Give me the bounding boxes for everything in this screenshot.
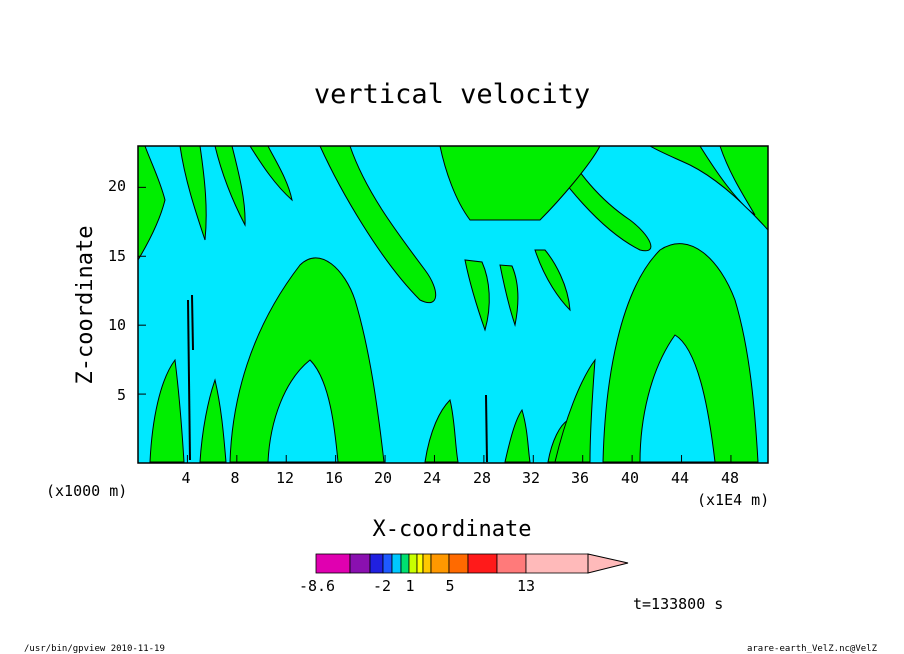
colorbar-segment (408, 553, 418, 574)
y-tick-label: 15 (108, 247, 126, 265)
colorbar-segment (400, 553, 410, 574)
x-tick-label: 32 (522, 469, 540, 487)
colorbar-label: -8.6 (299, 577, 335, 595)
colorbar-segment (391, 553, 402, 574)
colorbar (315, 553, 589, 574)
footer-left: /usr/bin/gpview 2010-11-19 (24, 644, 165, 654)
y-tick-label: 10 (108, 316, 126, 334)
x-tick-label: 40 (621, 469, 639, 487)
x-axis-title: X-coordinate (373, 517, 532, 542)
x-tick-label: 44 (671, 469, 689, 487)
colorbar-label: 1 (405, 577, 414, 595)
x-tick-label: 36 (571, 469, 589, 487)
footer-right: arare-earth_VelZ.nc@VelZ (747, 644, 878, 654)
x-tick-label: 12 (276, 469, 294, 487)
y-tick-label: 5 (117, 386, 126, 404)
x-tick-label: 28 (473, 469, 491, 487)
x-tick-label: 20 (374, 469, 392, 487)
contour-clusters (187, 294, 488, 463)
x-tick-label: 48 (721, 469, 739, 487)
colorbar-segment (422, 553, 432, 574)
plot-frame (137, 145, 769, 464)
colorbar-label: -2 (373, 577, 391, 595)
x-unit-label-right: (x1E4 m) (697, 491, 769, 509)
y-axis-title: Z-coordinate (73, 226, 98, 385)
colorbar-segment (416, 553, 424, 574)
colorbar-segment (430, 553, 450, 574)
colorbar-segment (448, 553, 469, 574)
colorbar-segment (315, 553, 351, 574)
colorbar-segment (496, 553, 527, 574)
y-tick-label: 20 (108, 177, 126, 195)
x-tick-label: 16 (325, 469, 343, 487)
colorbar-label: 5 (445, 577, 454, 595)
x-tick-label: 4 (181, 469, 190, 487)
colorbar-label: 13 (517, 577, 535, 595)
chart-title: vertical velocity (314, 79, 590, 110)
colorbar-segment (525, 553, 589, 574)
x-tick-label: 8 (230, 469, 239, 487)
colorbar-segment (369, 553, 384, 574)
colorbar-segment (467, 553, 498, 574)
colorbar-segment (349, 553, 371, 574)
time-label: t=133800 s (633, 595, 723, 613)
colorbar-extension-arrow (587, 553, 629, 574)
x-tick-label: 24 (423, 469, 441, 487)
x-unit-label: (x1000 m) (46, 482, 127, 500)
y-axis: 5 10 15 20 (108, 177, 126, 404)
colorbar-segment (382, 553, 393, 574)
x-axis: 4 8 12 16 20 24 28 32 36 40 44 48 (181, 469, 739, 487)
positive-velocity-regions (138, 146, 768, 463)
